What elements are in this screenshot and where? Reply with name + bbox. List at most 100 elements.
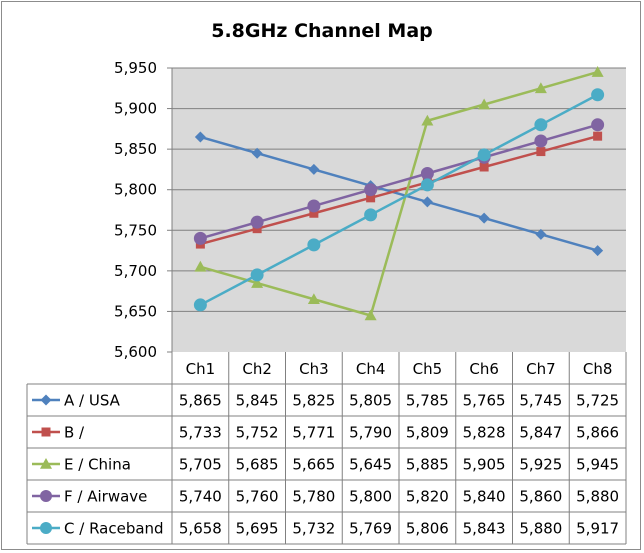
data-point — [534, 82, 547, 94]
data-point — [364, 208, 378, 222]
data-label: 5,945 — [576, 456, 619, 474]
gridlines — [172, 67, 626, 312]
y-tick-label: 5,650 — [114, 302, 157, 320]
data-label: 5,820 — [406, 488, 449, 506]
data-point — [307, 199, 321, 213]
data-point — [536, 147, 546, 157]
legend-entry: A / USA — [32, 392, 121, 410]
data-label: 5,732 — [292, 520, 335, 538]
data-point — [40, 522, 52, 534]
data-label: 5,780 — [292, 488, 335, 506]
data-point — [308, 163, 320, 175]
legend-label: E / China — [64, 456, 131, 474]
data-point — [250, 215, 264, 229]
legend-label: F / Airwave — [64, 488, 147, 506]
legend-label: C / Raceband — [64, 520, 164, 538]
data-label: 5,785 — [406, 392, 449, 410]
legend-entry: B / — [32, 424, 85, 442]
data-point — [40, 490, 52, 502]
data-label: 5,745 — [519, 392, 562, 410]
category-label: Ch2 — [242, 360, 272, 378]
data-label: 5,705 — [179, 456, 222, 474]
data-label: 5,825 — [292, 392, 335, 410]
data-label: 5,847 — [519, 424, 562, 442]
category-label: Ch6 — [469, 360, 499, 378]
category-label: Ch4 — [356, 360, 386, 378]
y-tick-label: 5,750 — [114, 221, 157, 239]
data-point — [591, 88, 605, 102]
category-label: Ch7 — [526, 360, 556, 378]
data-label: 5,880 — [576, 488, 619, 506]
data-label: 5,771 — [292, 424, 335, 442]
y-tick-label: 5,950 — [114, 59, 157, 77]
data-point — [40, 458, 52, 469]
series-line — [200, 134, 598, 246]
data-label: 5,658 — [179, 520, 222, 538]
data-label: 5,695 — [236, 520, 279, 538]
data-point — [251, 277, 264, 288]
data-label: 5,885 — [406, 456, 449, 474]
data-label: 5,733 — [179, 424, 222, 442]
data-point — [194, 131, 206, 143]
plot-area — [172, 68, 626, 352]
data-point — [420, 166, 434, 180]
data-label: 5,843 — [463, 520, 506, 538]
data-label: 5,828 — [463, 424, 506, 442]
category-label: Ch1 — [186, 360, 216, 378]
data-label: 5,917 — [576, 520, 619, 538]
series-line — [200, 135, 598, 252]
legend-entry: E / China — [32, 456, 131, 474]
data-label: 5,685 — [236, 456, 279, 474]
data-point — [193, 298, 207, 312]
data-point — [477, 148, 491, 162]
legend-entry: F / Airwave — [32, 488, 147, 506]
y-tick-label: 5,700 — [114, 262, 157, 280]
y-tick-label: 5,900 — [114, 100, 157, 118]
category-label: Ch5 — [413, 360, 443, 378]
data-table: Ch1 Ch2 Ch3 Ch4 Ch5 Ch6 Ch7 Ch8 A / USA 5,865 5,84… — [26, 352, 627, 545]
data-label: 5,866 — [576, 424, 619, 442]
data-label: 5,840 — [463, 488, 506, 506]
data-point — [251, 147, 263, 159]
data-label: 5,805 — [349, 392, 392, 410]
series-line — [199, 93, 599, 307]
data-label: 5,865 — [179, 392, 222, 410]
data-point — [309, 208, 319, 218]
data-point — [40, 394, 52, 406]
data-point — [421, 114, 434, 126]
chart-title: 5.8GHz Channel Map — [211, 20, 433, 42]
y-tick-label: 5,600 — [114, 343, 157, 361]
data-label: 5,769 — [349, 520, 392, 538]
data-point — [591, 66, 604, 77]
data-point — [592, 245, 604, 257]
data-label: 5,905 — [463, 456, 506, 474]
data-point — [534, 118, 548, 132]
data-label: 5,860 — [519, 488, 562, 506]
data-label: 5,790 — [349, 424, 392, 442]
data-label: 5,809 — [406, 424, 449, 442]
data-point — [307, 293, 320, 305]
data-point — [366, 193, 376, 203]
data-point — [534, 134, 548, 148]
data-point — [478, 98, 491, 110]
data-label: 5,765 — [463, 392, 506, 410]
series — [193, 118, 605, 245]
series-line — [200, 70, 598, 317]
data-label: 5,665 — [292, 456, 335, 474]
data-point — [591, 118, 605, 132]
data-point — [307, 238, 321, 252]
data-point — [250, 268, 264, 282]
data-point — [364, 309, 377, 321]
y-axis: 5,600 5,650 5,700 5,750 5,800 5,850 5,900 5,950 — [114, 59, 173, 361]
data-point — [421, 196, 433, 208]
category-label: Ch8 — [583, 360, 613, 378]
data-point — [593, 131, 603, 141]
legend-entry: C / Raceband — [32, 520, 164, 538]
data-point — [478, 212, 490, 224]
data-label: 5,752 — [236, 424, 279, 442]
data-point — [364, 183, 378, 197]
data-point — [479, 162, 489, 172]
data-point — [420, 178, 434, 192]
legend-label: A / USA — [64, 392, 121, 410]
